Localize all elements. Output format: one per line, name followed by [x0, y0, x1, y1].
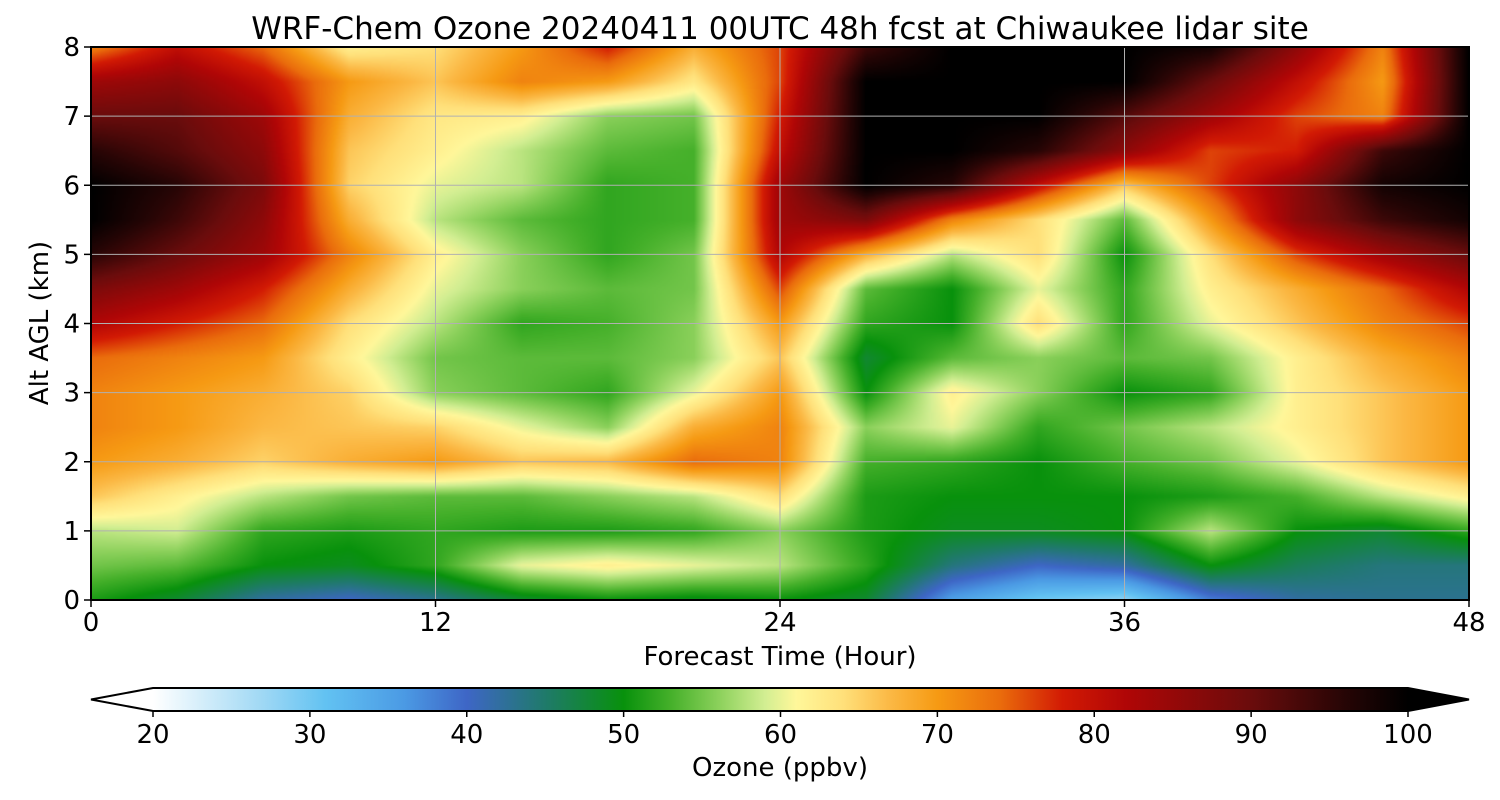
chart-title: WRF-Chem Ozone 20240411 00UTC 48h fcst a… [251, 11, 1309, 47]
colorbar-tick-label: 60 [764, 720, 797, 750]
y-axis-label: Alt AGL (km) [25, 241, 55, 405]
x-tick-label: 48 [1452, 608, 1485, 638]
x-axis: 0 12 24 36 48 [83, 600, 1486, 638]
y-tick-label: 0 [63, 586, 80, 616]
x-axis-label: Forecast Time (Hour) [643, 642, 916, 672]
colorbar-tick-label: 100 [1383, 720, 1433, 750]
x-tick-label: 36 [1108, 608, 1141, 638]
y-tick-label: 2 [63, 448, 80, 478]
colorbar-tick-label: 70 [921, 720, 954, 750]
y-tick-label: 1 [63, 517, 80, 547]
colorbar-gradient [153, 688, 1408, 711]
x-tick-label: 24 [763, 608, 796, 638]
colorbar-ticks: 20 30 40 50 60 70 80 90 100 [136, 711, 1433, 750]
y-tick-label: 5 [63, 240, 80, 270]
y-axis: 0 1 2 3 4 5 6 7 8 [63, 33, 91, 616]
x-tick-label: 12 [419, 608, 452, 638]
colorbar-tick-label: 20 [136, 720, 169, 750]
colorbar-tick-label: 50 [607, 720, 640, 750]
colorbar-high-extension [1408, 688, 1469, 711]
x-tick-label: 0 [83, 608, 100, 638]
colorbar-low-extension [91, 688, 153, 711]
y-tick-label: 7 [63, 102, 80, 132]
colorbar-tick-label: 40 [450, 720, 483, 750]
y-tick-label: 4 [63, 310, 80, 340]
y-tick-label: 3 [63, 379, 80, 409]
y-tick-label: 8 [63, 33, 80, 63]
colorbar-tick-label: 30 [293, 720, 326, 750]
colorbar-label: Ozone (ppbv) [692, 753, 868, 783]
colorbar-tick-label: 90 [1235, 720, 1268, 750]
colorbar-tick-label: 80 [1078, 720, 1111, 750]
colorbar: 20 30 40 50 60 70 80 90 100 Ozone (ppbv) [90, 687, 1470, 783]
y-tick-label: 6 [63, 171, 80, 201]
